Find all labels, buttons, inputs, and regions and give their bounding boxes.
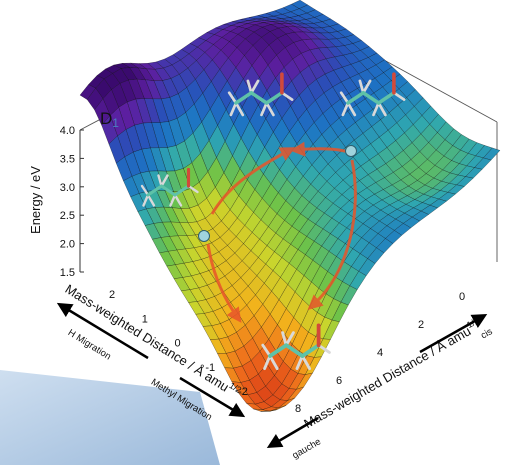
- carbon-bond: [376, 91, 396, 105]
- y-tick-label: 4: [377, 347, 383, 359]
- hydrogen-bond: [346, 101, 357, 117]
- path-left-to-top: [210, 147, 296, 215]
- energy-surface: [79, 0, 501, 412]
- hydrogen-bond: [372, 101, 380, 117]
- methyl-migration-arrow: [179, 376, 246, 418]
- state-label-subscript: 1: [112, 116, 119, 130]
- hydrogen-bond: [260, 101, 268, 117]
- h-migration-arrow: [56, 302, 149, 360]
- carbon-bond: [346, 91, 366, 105]
- path-left-to-minimum: [206, 243, 242, 323]
- hydrogen-bond: [281, 331, 288, 347]
- molecule-structures: [140, 72, 406, 371]
- hydrogen-bond: [140, 184, 150, 197]
- hydrogen-bond: [146, 193, 156, 207]
- z-tick-label: 3.5: [60, 153, 75, 165]
- hydrogen-bond: [377, 101, 387, 117]
- left-stationary-point: [198, 230, 210, 242]
- right-stationary-point: [345, 145, 357, 157]
- surface-cell: [260, 409, 277, 412]
- hydrogen-bond: [265, 101, 275, 117]
- cis-label: cis: [479, 326, 495, 341]
- z-tick-label: 2.0: [60, 239, 75, 251]
- hydrogen-bond: [142, 193, 150, 207]
- path-right-to-top: [290, 141, 349, 157]
- carbon-bond: [284, 343, 305, 358]
- cis-arrow: [419, 314, 488, 354]
- hydrogen-bond: [268, 354, 279, 371]
- carbon-bond: [234, 91, 254, 105]
- z-axis-label: Energy / eV: [28, 166, 43, 234]
- hydrogen-bond: [169, 193, 177, 207]
- hydrogen-bond: [229, 101, 238, 117]
- hydrogen-bond: [246, 79, 253, 95]
- x-tick-label: -1: [205, 362, 215, 374]
- carbon-bond: [159, 184, 177, 197]
- gauche-label: gauche: [291, 436, 323, 461]
- carbon-bond: [249, 91, 269, 105]
- carbon-bond: [173, 184, 191, 197]
- hydrogen-bond: [295, 354, 304, 371]
- z-tick-label: 2.5: [60, 210, 75, 222]
- molecule-top-right: [339, 72, 406, 117]
- hydrogen-bond: [173, 193, 183, 207]
- hydrogen-bond: [227, 91, 238, 105]
- hydrogen-bond: [263, 354, 272, 371]
- molecule-top-left: [227, 72, 294, 117]
- background-band: [0, 370, 220, 465]
- molecule-left: [140, 167, 199, 207]
- z-axis: 4.0 3.5 3.0 2.5 2.0 1.5 Energy / eV: [28, 125, 84, 279]
- z-tick-label: 1.5: [60, 267, 75, 279]
- y-tick-label: 8: [295, 403, 301, 415]
- carbon-bond: [146, 184, 164, 197]
- hydrogen-bond: [160, 174, 169, 188]
- hydrogen-bond: [358, 79, 365, 95]
- y-tick-label: 6: [336, 375, 342, 387]
- hydrogen-bond: [392, 91, 406, 101]
- carbon-bond: [361, 91, 381, 105]
- carbon-bond: [264, 91, 284, 105]
- x-tick-label: 0: [174, 338, 180, 350]
- hydrogen-bond: [234, 101, 245, 117]
- hydrogen-bond: [249, 79, 260, 95]
- hydrogen-bond: [300, 354, 312, 371]
- path-right-to-minimum: [307, 159, 357, 311]
- hydrogen-bond: [361, 79, 372, 95]
- molecule-minimum: [261, 323, 331, 371]
- carbon-bond: [268, 343, 289, 358]
- x-tick-label: 1: [142, 313, 148, 325]
- x-tick-label: 2: [109, 289, 115, 301]
- hydrogen-bond: [317, 343, 331, 354]
- hydrogen-bond: [187, 184, 199, 194]
- x-tick-label: -2: [238, 386, 248, 398]
- hydrogen-bond: [284, 331, 295, 347]
- carbon-bond: [300, 343, 321, 358]
- hydrogen-bond: [339, 91, 350, 105]
- z-tick-label: 4.0: [60, 125, 75, 137]
- gauche-arrow: [266, 416, 319, 449]
- y-tick-label: 0: [459, 291, 465, 303]
- hydrogen-bond: [280, 91, 294, 101]
- z-tick-label: 3.0: [60, 182, 75, 194]
- hydrogen-bond: [341, 101, 350, 117]
- state-label: D1: [100, 109, 119, 130]
- reaction-paths: [206, 141, 357, 323]
- hydrogen-bond: [157, 174, 163, 188]
- y-tick-label: 2: [418, 319, 424, 331]
- hydrogen-bond: [261, 343, 272, 358]
